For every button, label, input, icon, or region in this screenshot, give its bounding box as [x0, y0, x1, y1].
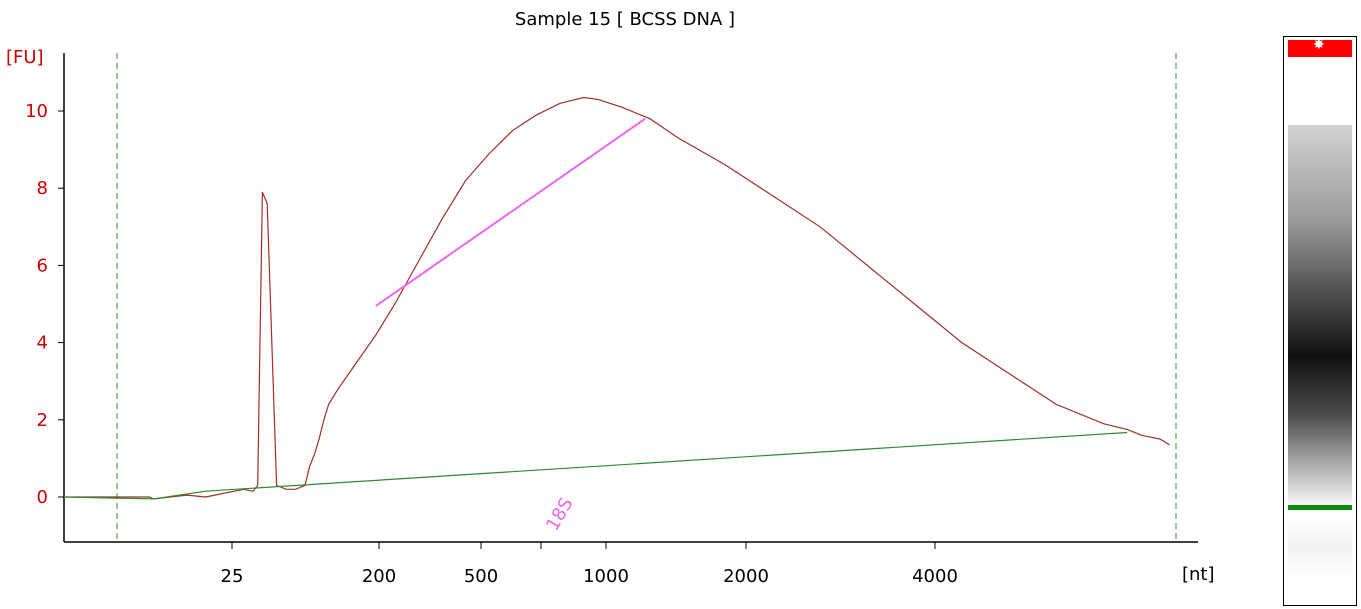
y-tick-label: 2 — [37, 410, 48, 431]
gel-smear — [1288, 125, 1352, 510]
annotation-18s-label: 18S — [542, 494, 577, 534]
gel-lower-area — [1288, 517, 1352, 577]
y-axis-label: [FU] — [6, 47, 44, 68]
gel-marker-band — [1288, 40, 1352, 57]
x-tick-label: 1000 — [583, 566, 629, 587]
x-tick-label: 4000 — [912, 566, 958, 587]
gel-lower-marker-band — [1288, 505, 1352, 510]
x-tick-label: 2000 — [723, 566, 769, 587]
gel-lane: ✸ — [1283, 36, 1357, 606]
x-tick-label: 200 — [362, 566, 396, 587]
annotation-18s-line — [375, 117, 646, 307]
y-tick-label: 4 — [37, 333, 48, 354]
x-axis-unit-label: [nt] — [1182, 564, 1215, 585]
chart-title: Sample 15 [ BCSS DNA ] — [515, 9, 735, 30]
y-tick-label: 0 — [37, 487, 48, 508]
y-tick-label: 10 — [25, 101, 48, 122]
electropherogram-chart: Sample 15 [ BCSS DNA ] [FU] 0 2 4 6 8 10 25 2… — [6, 9, 1215, 587]
signal-trace — [64, 96, 1170, 500]
y-tick-label: 6 — [37, 255, 48, 276]
x-tick-label: 500 — [464, 566, 498, 587]
gel-marker-icon: ✸ — [1313, 37, 1325, 53]
baseline-trace — [63, 431, 1128, 500]
y-tick-label: 8 — [37, 178, 48, 199]
x-tick-label: 25 — [221, 566, 244, 587]
